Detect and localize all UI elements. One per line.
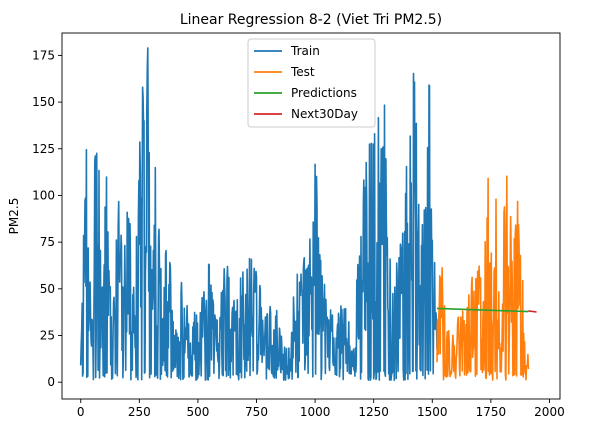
legend-label-train: Train: [290, 44, 320, 58]
y-tick-label: 50: [40, 282, 55, 296]
x-tick-label: 2000: [534, 405, 565, 419]
legend-label-predictions: Predictions: [291, 86, 357, 100]
x-tick-label: 250: [128, 405, 151, 419]
legend-label-next30day: Next30Day: [291, 107, 358, 121]
x-tick-label: 1000: [300, 405, 331, 419]
legend-label-test: Test: [290, 65, 315, 79]
series-line-next30day: [528, 310, 537, 313]
x-tick-label: 1250: [358, 405, 389, 419]
y-axis: 0 25 50 75 100 125 150 175: [32, 48, 62, 389]
series-line-predictions: [436, 307, 529, 313]
y-tick-label: 125: [32, 142, 55, 156]
plot-frame: [61, 32, 561, 400]
y-tick-label: 75: [40, 235, 55, 249]
y-tick-label: 100: [32, 188, 55, 202]
series-line-test: [436, 175, 530, 381]
x-tick-label: 0: [77, 405, 85, 419]
legend: Train Test Predictions Next30Day: [247, 38, 376, 128]
y-axis-label: PM2.5: [7, 198, 21, 235]
chart-title: Linear Regression 8-2 (Viet Tri PM2.5): [180, 12, 442, 28]
y-tick-label: 25: [40, 329, 55, 343]
x-tick-label: 1500: [417, 405, 448, 419]
x-tick-label: 500: [186, 405, 209, 419]
y-tick-label: 150: [32, 95, 55, 109]
y-tick-label: 0: [47, 375, 55, 389]
series-line-train: [79, 47, 438, 382]
x-tick-label: 1750: [476, 405, 507, 419]
y-tick-label: 175: [32, 48, 55, 62]
x-axis: 0 250 500 750 1000 1250 1500 1750 2000: [77, 399, 565, 419]
x-tick-label: 750: [245, 405, 268, 419]
legend-box: [247, 38, 376, 128]
series-layer: [79, 47, 537, 382]
